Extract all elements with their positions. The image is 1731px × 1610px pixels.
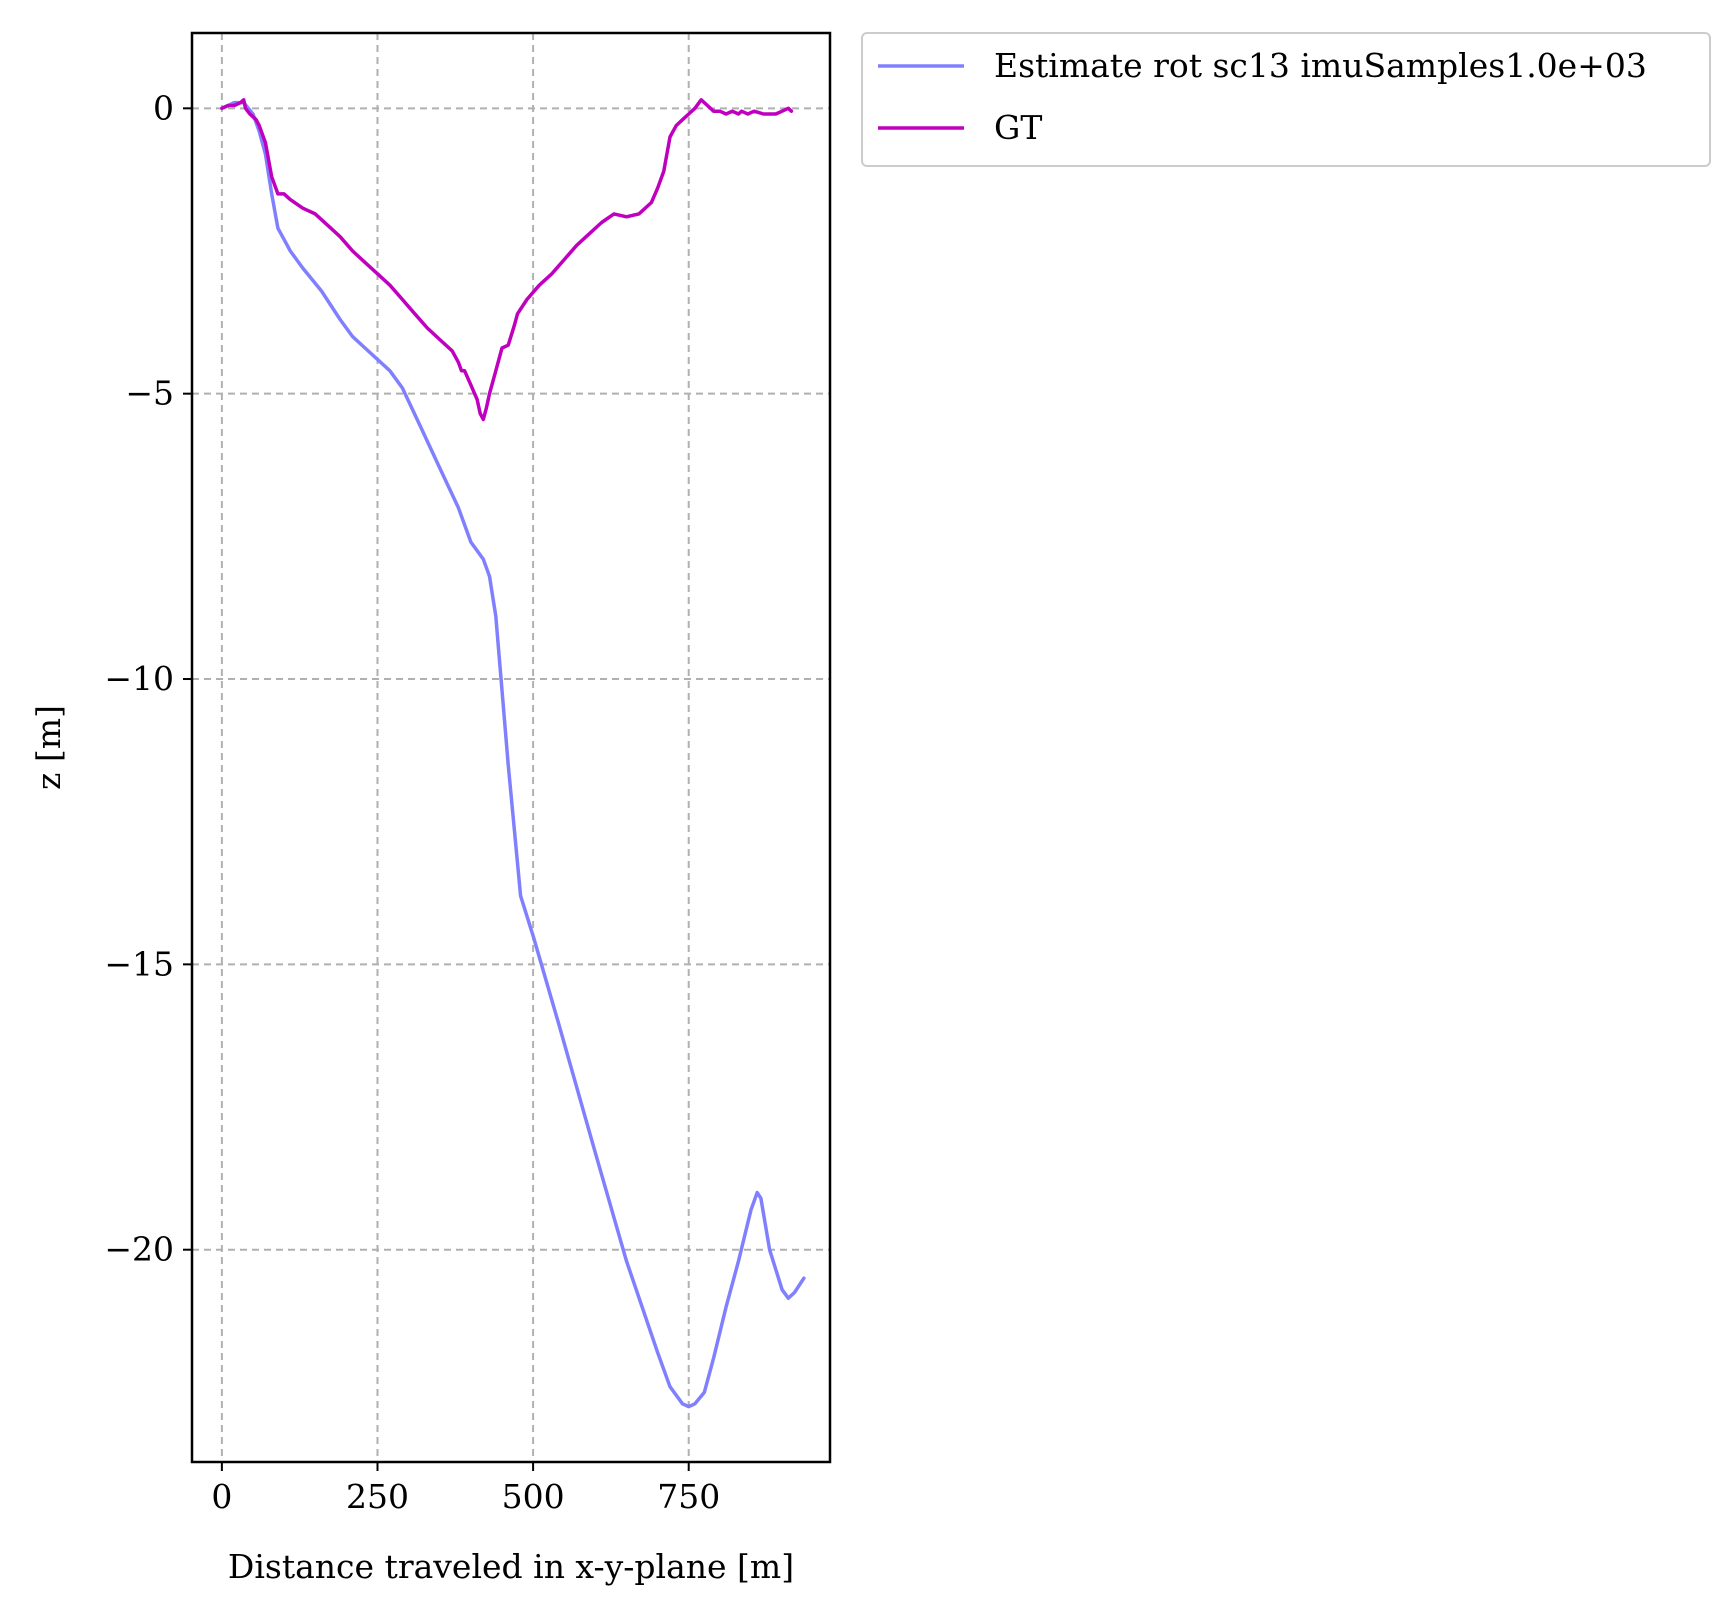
- legend-box: [861, 32, 1711, 167]
- x-tick-label: 0: [211, 1477, 232, 1516]
- series-line-estimate-line: [220, 100, 806, 1409]
- x-tick-label: 500: [502, 1477, 565, 1516]
- y-tick-label: −10: [104, 659, 174, 698]
- legend-label-gt: GT: [994, 108, 1042, 147]
- grid-lines: [192, 33, 830, 1462]
- y-tick-label: −20: [104, 1230, 174, 1269]
- x-tick-label: 250: [346, 1477, 409, 1516]
- y-tick-label: −5: [125, 374, 174, 413]
- series-layer: [220, 98, 806, 1409]
- axis-ticks: 0 250 500 750 0 −5 −10 −15 −20: [104, 88, 720, 1516]
- series-line-gt-line: [220, 98, 794, 422]
- legend: Estimate rot sc13 imuSamples1.0e+03 GT: [861, 32, 1711, 167]
- y-axis-label: z [m]: [29, 705, 68, 790]
- plot-frame: [190, 31, 832, 1464]
- y-tick-label: −15: [104, 944, 174, 983]
- y-tick-label: 0: [153, 88, 174, 127]
- legend-label-estimate: Estimate rot sc13 imuSamples1.0e+03: [994, 46, 1647, 85]
- x-axis-label: Distance traveled in x-y-plane [m]: [228, 1547, 794, 1586]
- x-tick-label: 750: [657, 1477, 720, 1516]
